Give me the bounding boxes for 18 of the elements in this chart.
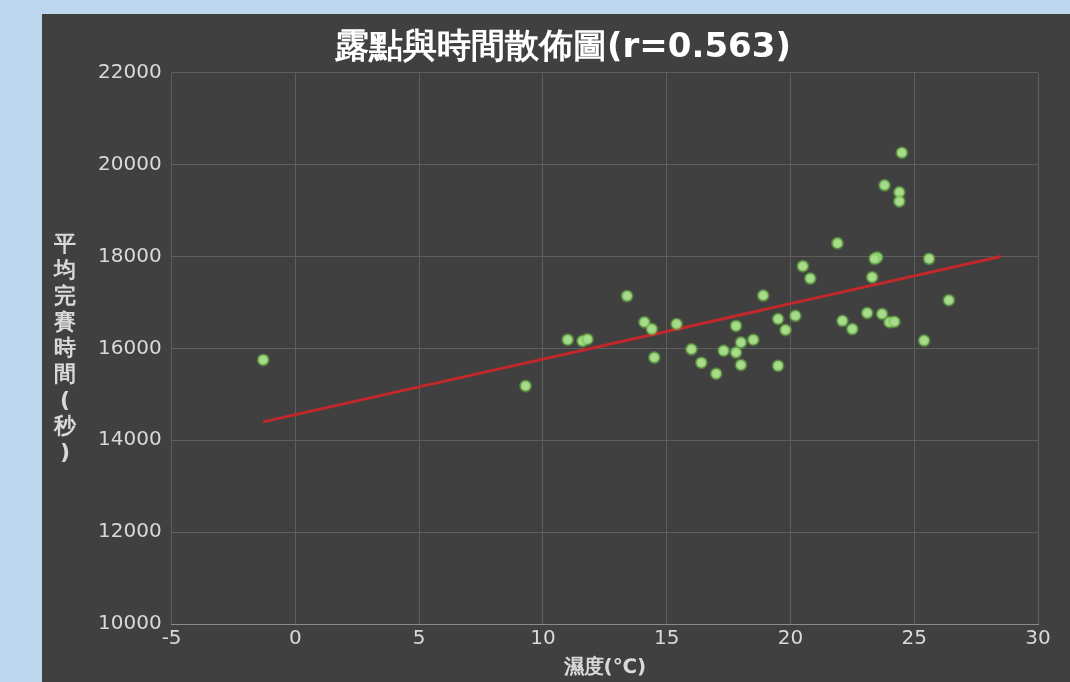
x-tick-label: 5 [412,625,426,650]
x-tick-label: 20 [777,625,804,650]
x-tick-label: 25 [901,625,927,650]
x-axis-title: 濕度(℃) [562,654,647,679]
y-tick-label: 22000 [98,59,162,83]
y-tick-label: 10000 [98,610,162,635]
y-tick-label: 20000 [98,150,162,175]
x-tick-label: 10 [530,625,556,650]
y-tick-label: 14000 [98,426,162,451]
x-tick-label: 30 [1025,625,1051,650]
x-tick-label: 0 [289,625,302,650]
chart-title: 露點與時間散佈圖(r=0.563) [334,25,791,66]
y-tick-label: 12000 [98,518,162,543]
x-tick-label: -5 [161,625,182,650]
text: 平均完賽時間(秒) [54,231,76,464]
y-tick-label: 18000 [98,242,162,267]
y-tick-label: 16000 [98,334,162,359]
x-tick-label: 15 [653,625,680,650]
